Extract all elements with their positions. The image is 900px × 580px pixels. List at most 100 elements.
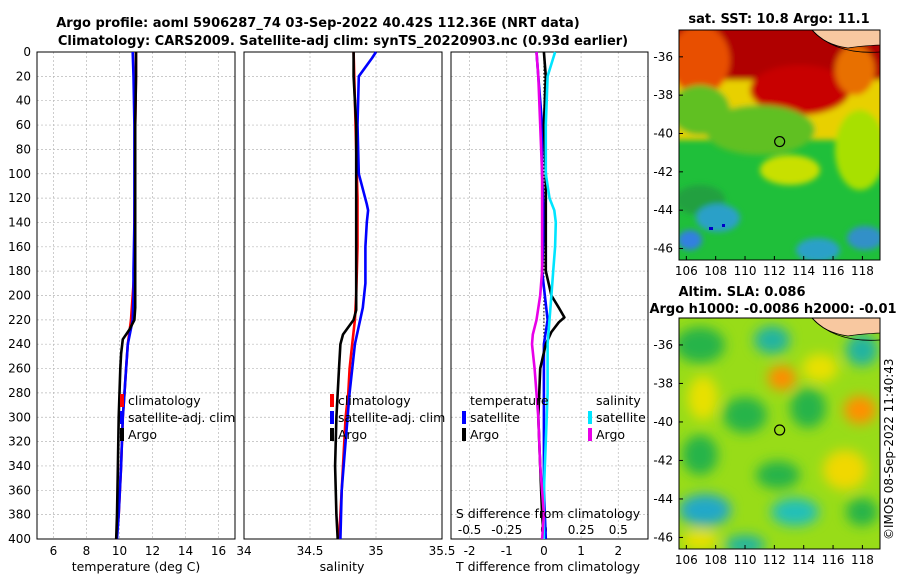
sla-argo-location-marker — [774, 424, 786, 436]
legend-label-temp-satellite: satellite — [470, 410, 520, 425]
difference-axes-frame — [450, 51, 649, 540]
y-tick-label: 260 — [8, 362, 31, 376]
legend-label-climatology: climatology — [128, 393, 201, 408]
legend-swatch-satellite — [120, 411, 124, 424]
y-tick-label: 400 — [8, 532, 31, 546]
y-tick-label: 40 — [16, 94, 31, 108]
y-tick-label: 360 — [8, 483, 31, 497]
x-tick-label: 34 — [236, 544, 251, 558]
lat-tick-label: -38 — [653, 376, 673, 390]
sst-argo-location-marker — [774, 135, 786, 148]
lon-tick-label: 108 — [704, 264, 727, 278]
temperature-panel: 0 20 40 60 80 100 120 140 160 180 200 220 240 260 280 3… — [8, 45, 236, 574]
legend-label-argo: Argo — [338, 427, 367, 442]
s-difference-tick-labels: -0.5 -0.25 0 0.25 0.5 — [458, 523, 628, 537]
sst-map-panel: sat. SST: 10.8 Argo: 11.1 — [653, 12, 881, 278]
y-tick-label: 380 — [8, 508, 31, 522]
x-tick-label: 2 — [614, 544, 622, 558]
y-tick-label: 340 — [8, 459, 31, 473]
temperature-tick-labels: 6 8 10 12 14 16 — [50, 544, 226, 558]
figure-title-line2: Climatology: CARS2009. Satellite-adj cli… — [58, 34, 628, 49]
y-tick-label: 20 — [16, 69, 31, 83]
legend-label-sal-satellite: satellite — [596, 410, 646, 425]
legend-swatch-climatology — [120, 394, 124, 407]
y-tick-label: 100 — [8, 167, 31, 181]
series-line-argo — [333, 52, 358, 540]
series-line-satellite-adj-clim — [339, 51, 378, 540]
legend-swatch-temp-satellite — [462, 411, 466, 424]
legend-swatch-sal-satellite — [588, 411, 592, 424]
lon-tick-label: 118 — [851, 264, 874, 278]
x-tick-label: 8 — [83, 544, 91, 558]
s-tick-label: 0.25 — [568, 523, 595, 537]
temperature-series — [114, 51, 138, 540]
x-tick-label: 1 — [577, 544, 585, 558]
series-line-salinity-satellite — [542, 51, 558, 539]
x-tick-label: 10 — [112, 544, 127, 558]
t-difference-tick-labels: -2 -1 0 1 2 — [464, 544, 622, 558]
lon-tick-label: 110 — [734, 553, 757, 567]
legend-swatch-climatology — [330, 394, 334, 407]
sst-map-title: sat. SST: 10.8 Argo: 11.1 — [688, 12, 869, 27]
y-tick-label: 0 — [23, 45, 31, 59]
temperature-legend: climatology satellite-adj. clim Argo — [120, 393, 235, 442]
lon-tick-label: 106 — [675, 553, 698, 567]
sst-lon-tick-labels: 106 108 110 112 114 116 118 — [675, 256, 874, 278]
legend-swatch-sal-argo — [588, 428, 592, 441]
lat-tick-label: -42 — [653, 165, 673, 179]
legend-swatch-temp-argo — [462, 428, 466, 441]
y-tick-label: 120 — [8, 191, 31, 205]
s-difference-axis-label: S difference from climatology — [456, 506, 641, 521]
lat-tick-label: -44 — [653, 203, 673, 217]
lon-tick-label: 110 — [734, 264, 757, 278]
y-tick-label: 220 — [8, 313, 31, 327]
lon-tick-label: 112 — [763, 264, 786, 278]
x-tick-label: 34.5 — [297, 544, 324, 558]
lat-tick-label: -46 — [653, 530, 673, 544]
sla-map-frame — [678, 317, 881, 550]
lat-tick-label: -38 — [653, 88, 673, 102]
s-tick-label: -0.25 — [491, 523, 522, 537]
difference-legend-temperature: temperature satellite Argo — [462, 393, 549, 442]
y-tick-label: 180 — [8, 264, 31, 278]
x-tick-label: -2 — [464, 544, 476, 558]
lon-tick-label: 118 — [851, 553, 874, 567]
lon-tick-label: 112 — [763, 553, 786, 567]
lon-tick-label: 108 — [704, 553, 727, 567]
lat-tick-label: -46 — [653, 242, 673, 256]
lon-tick-label: 116 — [822, 553, 845, 567]
legend-swatch-satellite — [330, 411, 334, 424]
x-tick-label: 6 — [50, 544, 58, 558]
sla-lon-tick-labels: 106 108 110 112 114 116 118 — [675, 545, 874, 567]
s-tick-label: -0.5 — [458, 523, 481, 537]
y-tick-label: 320 — [8, 435, 31, 449]
lat-tick-label: -36 — [653, 50, 673, 64]
salinity-axis-label: salinity — [320, 559, 365, 574]
legend-label-climatology: climatology — [338, 393, 411, 408]
y-tick-label: 300 — [8, 410, 31, 424]
sst-lat-tick-labels: -36 -38 -40 -42 -44 -46 — [653, 50, 683, 256]
legend-label-argo: Argo — [128, 427, 157, 442]
legend-swatch-argo — [330, 428, 334, 441]
lat-tick-label: -40 — [653, 127, 673, 141]
y-tick-label: 160 — [8, 240, 31, 254]
temperature-axis-label: temperature (deg C) — [72, 559, 201, 574]
x-tick-label: 14 — [178, 544, 193, 558]
legend-label-satellite: satellite-adj. clim — [338, 410, 445, 425]
s-tick-label: 0.5 — [609, 523, 628, 537]
y-tick-label: 240 — [8, 337, 31, 351]
series-line-temperature-satellite — [535, 51, 549, 540]
salinity-axes-frame — [243, 51, 443, 540]
difference-series — [530, 51, 566, 540]
sla-heatmap — [679, 318, 880, 549]
x-tick-label: 0 — [540, 544, 548, 558]
difference-grid — [451, 51, 648, 540]
legend-title-salinity: salinity — [596, 393, 641, 408]
figure-title-line1: Argo profile: aoml 5906287_74 03-Sep-202… — [56, 16, 580, 31]
x-tick-label: -1 — [501, 544, 513, 558]
x-tick-label: 35 — [368, 544, 383, 558]
legend-label-satellite: satellite-adj. clim — [128, 410, 235, 425]
y-tick-label: 280 — [8, 386, 31, 400]
sst-heatmap — [679, 30, 880, 260]
lat-tick-label: -44 — [653, 492, 673, 506]
